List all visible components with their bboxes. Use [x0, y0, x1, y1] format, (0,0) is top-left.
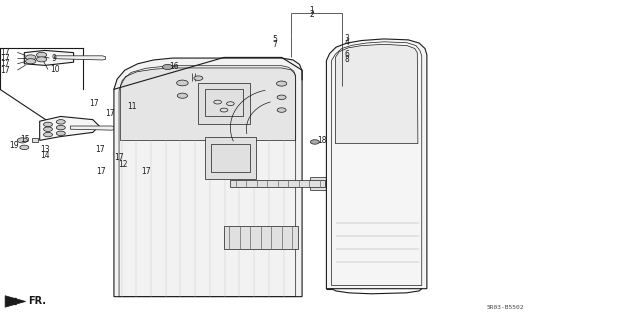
Text: 5R03-B5502: 5R03-B5502: [486, 305, 524, 310]
Circle shape: [20, 145, 29, 150]
Text: 17: 17: [0, 66, 10, 75]
Text: 3: 3: [344, 34, 349, 43]
Polygon shape: [114, 58, 302, 297]
Text: 17: 17: [96, 167, 106, 176]
Circle shape: [26, 55, 36, 60]
Polygon shape: [335, 44, 418, 144]
Circle shape: [276, 81, 287, 86]
Circle shape: [56, 125, 65, 130]
Text: 17: 17: [95, 145, 104, 154]
Text: 17: 17: [0, 48, 10, 57]
Text: 17: 17: [0, 54, 10, 63]
Bar: [250, 187, 256, 190]
Circle shape: [56, 120, 65, 124]
Polygon shape: [205, 137, 256, 179]
Bar: [275, 187, 282, 190]
Circle shape: [36, 52, 47, 57]
Text: 17: 17: [90, 99, 99, 108]
Text: 10: 10: [50, 65, 60, 74]
Text: 12: 12: [118, 160, 128, 169]
Polygon shape: [198, 83, 250, 124]
Circle shape: [44, 132, 52, 137]
Text: 1: 1: [309, 6, 314, 15]
Bar: [237, 187, 243, 190]
Text: 5: 5: [272, 35, 277, 44]
Bar: [262, 187, 269, 190]
Text: 17: 17: [106, 109, 115, 118]
Polygon shape: [40, 116, 99, 140]
Text: 7: 7: [272, 40, 277, 48]
Circle shape: [17, 138, 28, 143]
Circle shape: [177, 93, 188, 98]
Text: 15: 15: [20, 135, 30, 144]
Bar: [310, 177, 330, 190]
Text: 2: 2: [309, 10, 314, 19]
Text: 18: 18: [317, 137, 326, 145]
Text: 19: 19: [10, 141, 19, 150]
Polygon shape: [120, 68, 296, 140]
Text: 14: 14: [40, 151, 50, 160]
Text: 17: 17: [114, 153, 124, 162]
Text: 17: 17: [0, 59, 10, 68]
Text: 9: 9: [51, 54, 56, 63]
Circle shape: [277, 95, 286, 100]
Circle shape: [44, 127, 52, 131]
Polygon shape: [326, 39, 427, 289]
Text: 4: 4: [344, 38, 349, 47]
Circle shape: [26, 59, 36, 64]
Polygon shape: [224, 226, 298, 249]
Polygon shape: [54, 56, 106, 60]
Polygon shape: [230, 180, 325, 187]
FancyBboxPatch shape: [370, 190, 407, 205]
Text: 6: 6: [344, 50, 349, 59]
Polygon shape: [5, 296, 26, 307]
Text: 8: 8: [344, 55, 349, 63]
Circle shape: [56, 131, 65, 136]
Text: FR.: FR.: [28, 296, 46, 307]
Text: 11: 11: [127, 102, 136, 111]
Circle shape: [177, 80, 188, 86]
Circle shape: [44, 122, 52, 127]
Text: 13: 13: [40, 145, 50, 154]
Polygon shape: [32, 138, 38, 142]
Circle shape: [194, 76, 203, 80]
Circle shape: [163, 64, 173, 70]
Text: 17: 17: [141, 167, 150, 176]
Polygon shape: [70, 126, 115, 130]
Circle shape: [277, 108, 286, 112]
Text: 16: 16: [170, 62, 179, 70]
Circle shape: [36, 57, 47, 62]
Polygon shape: [24, 50, 74, 65]
Circle shape: [310, 140, 319, 144]
